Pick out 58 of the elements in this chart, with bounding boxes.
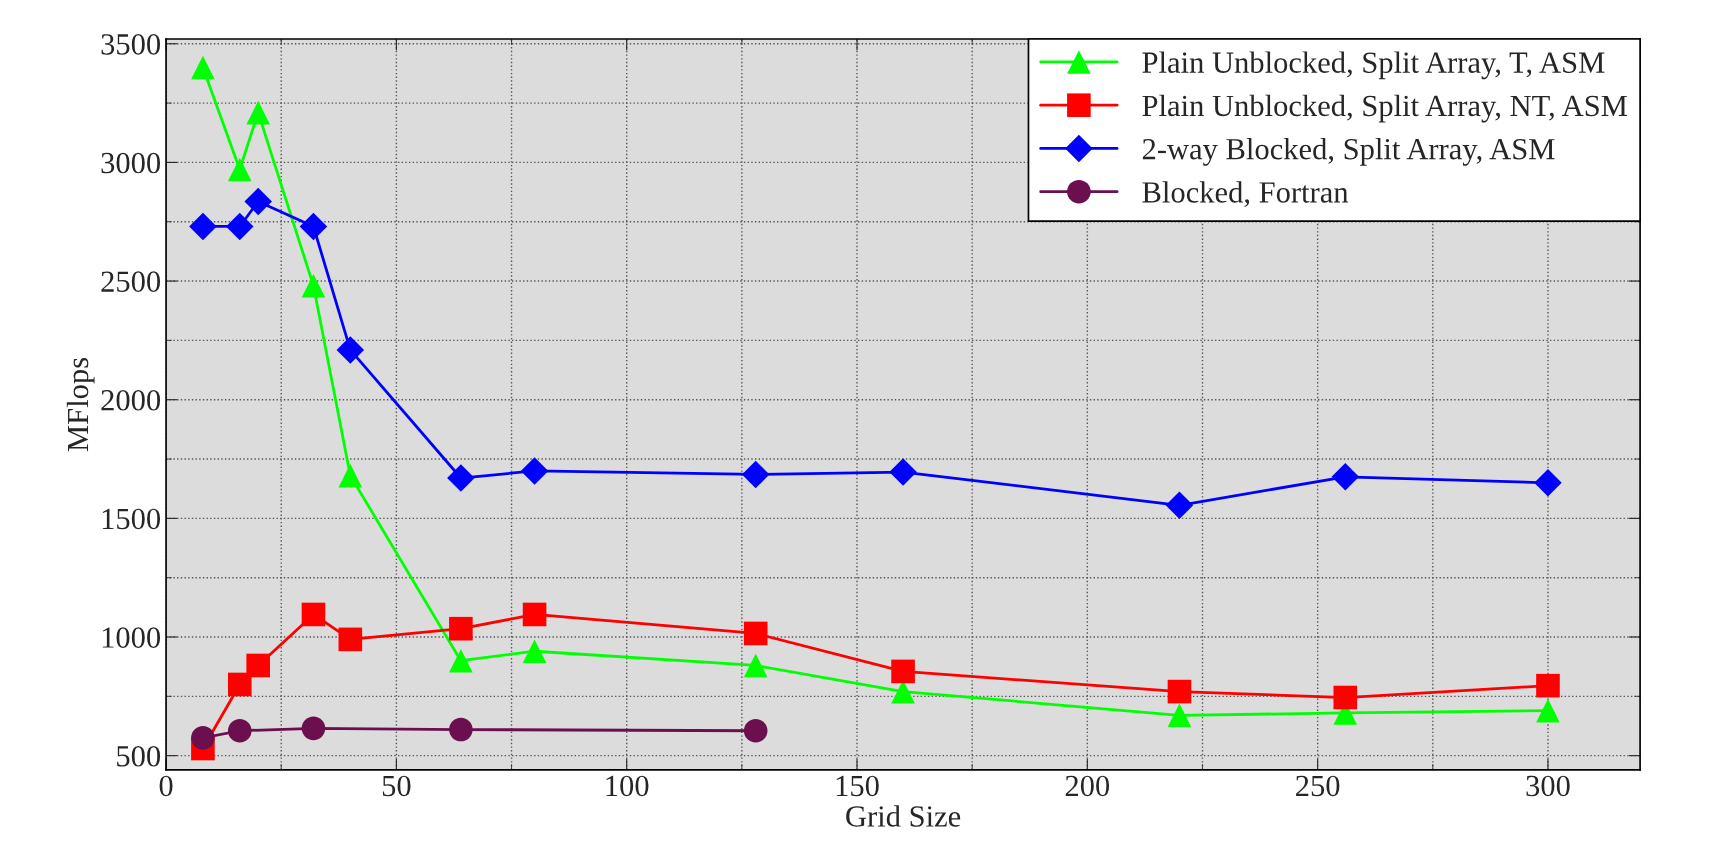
x-axis-title: Grid Size (846, 805, 961, 827)
y-tick-label: 3000 (101, 152, 161, 174)
point (246, 653, 270, 678)
point (191, 726, 215, 750)
x-tick-label: 250 (1296, 775, 1340, 797)
point (449, 648, 473, 673)
y-tick-label: 1500 (102, 508, 161, 530)
point (227, 672, 252, 697)
point (189, 212, 217, 241)
point (743, 653, 768, 678)
point (226, 212, 254, 241)
point (1333, 685, 1358, 710)
point (889, 458, 917, 486)
point (246, 100, 270, 125)
point (301, 716, 326, 741)
point (301, 274, 326, 298)
y-tick-label: 500 (117, 745, 161, 767)
point (227, 157, 252, 182)
point (244, 187, 272, 216)
point (522, 602, 547, 627)
point (522, 639, 547, 664)
y-tick-label: 2500 (101, 271, 161, 292)
legend-label: Blocked, Fortran (1142, 181, 1349, 208)
point (449, 717, 473, 742)
y-tick-label: 2000 (101, 389, 161, 411)
point (1534, 469, 1562, 497)
point (743, 718, 768, 743)
point (1331, 463, 1360, 491)
x-tick-label: 50 (382, 775, 411, 797)
x-tick-label: 300 (1526, 775, 1570, 797)
y-axis-title: MFlops (66, 358, 95, 452)
x-tick-label: 200 (1065, 775, 1110, 797)
legend-label: 2-way Blocked, Split Array, ASM (1142, 137, 1555, 166)
point (743, 621, 768, 646)
point (299, 212, 328, 241)
point (1536, 673, 1560, 698)
point (449, 616, 473, 641)
x-tick-label: 150 (836, 775, 879, 797)
point (336, 336, 365, 364)
point (741, 460, 770, 489)
point (338, 463, 363, 488)
point (227, 718, 252, 743)
y-tick-label: 3500 (101, 34, 161, 55)
point (191, 55, 215, 80)
x-tick-label: 100 (606, 775, 649, 797)
point (891, 659, 915, 684)
point (338, 627, 363, 652)
point (1536, 698, 1560, 723)
point (1165, 491, 1194, 520)
y-tick-label: 1000 (102, 627, 161, 648)
x-tick-label: 0 (159, 775, 173, 797)
point (1167, 679, 1192, 704)
point (447, 464, 475, 492)
point (520, 457, 549, 485)
point (1167, 703, 1192, 728)
point (301, 602, 326, 627)
legend-label: Plain Unblocked, Split Array, T, ASM (1142, 51, 1605, 80)
legend-label: Plain Unblocked, Split Array, NT, ASM (1142, 94, 1627, 123)
